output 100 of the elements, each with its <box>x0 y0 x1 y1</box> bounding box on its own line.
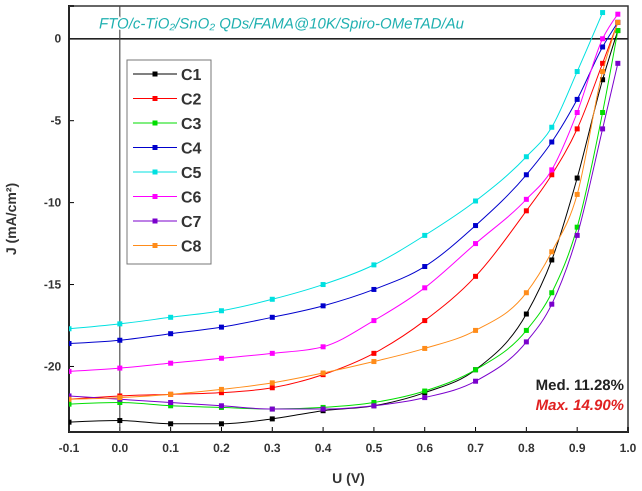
point <box>168 360 174 366</box>
point <box>320 282 326 288</box>
point <box>524 154 529 160</box>
x-tick-label: -0.1 <box>58 440 80 455</box>
point <box>549 257 554 262</box>
legend-label: C4 <box>181 140 202 158</box>
legend-label: C8 <box>181 238 202 256</box>
point <box>270 416 275 422</box>
point <box>549 249 554 254</box>
x-tick-label: 0.8 <box>518 440 536 455</box>
point <box>473 328 478 333</box>
point <box>574 192 580 197</box>
point <box>600 110 606 115</box>
point <box>549 139 554 144</box>
point <box>549 290 554 296</box>
legend-label: C7 <box>181 214 202 231</box>
point <box>600 69 606 74</box>
annotation: Med. 11.28% <box>536 377 624 394</box>
y-axis-title: J (mA/cm²) <box>3 182 19 256</box>
point <box>473 198 478 204</box>
point <box>270 350 275 356</box>
x-tick-label: 0.6 <box>416 440 434 455</box>
point <box>117 321 122 326</box>
legend-label: C5 <box>181 165 202 182</box>
point <box>574 232 580 238</box>
point <box>371 262 376 268</box>
point <box>615 12 620 17</box>
point <box>168 314 174 320</box>
point <box>549 167 554 172</box>
point <box>574 224 580 230</box>
point <box>574 69 580 74</box>
point <box>218 421 224 426</box>
x-tick-label: 0.4 <box>314 440 332 455</box>
x-tick-label: 0.5 <box>366 440 383 455</box>
point <box>270 380 275 386</box>
point <box>422 346 428 351</box>
point <box>218 308 224 314</box>
point <box>270 314 275 320</box>
point <box>574 126 580 132</box>
point <box>117 366 122 371</box>
point <box>473 241 478 246</box>
legend-label: C1 <box>181 67 202 84</box>
point <box>600 44 606 50</box>
y-tick-label: -5 <box>50 114 62 128</box>
y-tick-label: -20 <box>44 359 62 374</box>
point <box>320 344 326 350</box>
point <box>117 338 122 343</box>
x-tick-label: 1.0 <box>620 440 637 455</box>
y-tick-label: -15 <box>44 277 62 292</box>
point <box>600 10 606 16</box>
point <box>549 172 554 178</box>
point <box>524 339 529 344</box>
point <box>600 36 606 42</box>
x-tick-label: 0.2 <box>213 440 230 455</box>
y-tick-label: -10 <box>44 195 62 210</box>
annotation: Max. 14.90% <box>536 397 624 414</box>
point <box>524 196 529 202</box>
point <box>473 378 478 384</box>
point <box>218 386 224 392</box>
x-tick-label: 0.1 <box>162 440 180 455</box>
point <box>615 60 620 66</box>
point <box>371 350 376 356</box>
point <box>574 176 580 181</box>
x-tick-label: 0.9 <box>568 440 586 455</box>
point <box>473 274 478 279</box>
point <box>117 418 122 424</box>
point <box>574 110 580 115</box>
point <box>270 385 275 390</box>
point <box>524 328 529 333</box>
point <box>524 312 529 317</box>
legend-label: C2 <box>181 92 202 108</box>
point <box>524 208 529 214</box>
point <box>371 359 376 364</box>
point <box>549 124 554 130</box>
legend-label: C6 <box>181 190 202 206</box>
x-tick-label: 0.7 <box>467 440 484 455</box>
point <box>371 286 376 292</box>
x-tick-label: 0.3 <box>264 440 281 455</box>
legend-label: C3 <box>181 116 202 133</box>
point <box>371 318 376 324</box>
point <box>168 421 174 426</box>
point <box>422 285 428 290</box>
point <box>422 395 428 400</box>
point <box>218 324 224 330</box>
x-axis-title: U (V) <box>332 470 365 486</box>
point <box>524 290 529 296</box>
point <box>320 303 326 308</box>
x-tick-label: 0.0 <box>111 440 128 455</box>
point <box>549 302 554 307</box>
point <box>574 96 580 102</box>
y-tick-label: 0 <box>54 32 62 46</box>
point <box>168 400 174 406</box>
point <box>218 356 224 361</box>
point <box>270 296 275 302</box>
point <box>422 264 428 270</box>
point <box>600 126 606 132</box>
point <box>422 232 428 238</box>
point <box>473 223 478 228</box>
point <box>422 318 428 324</box>
point <box>168 331 174 336</box>
